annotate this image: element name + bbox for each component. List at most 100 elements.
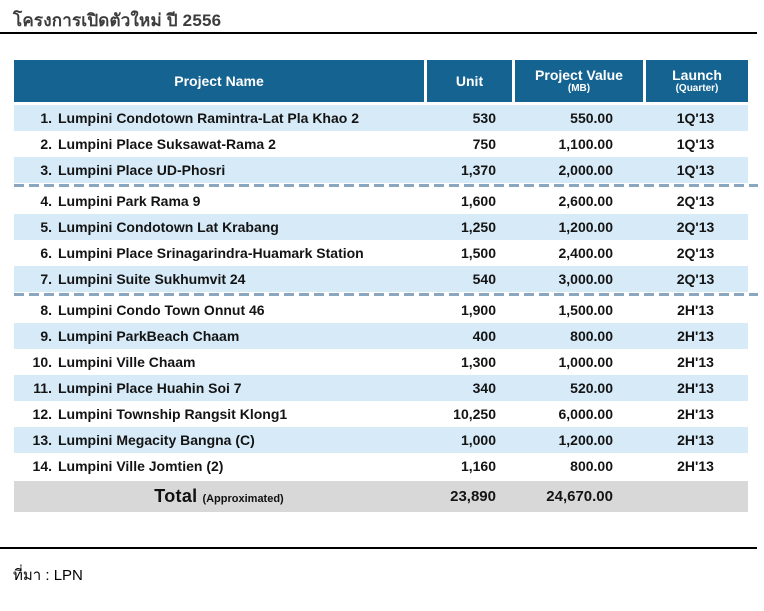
launch-cell: 1Q'13 xyxy=(676,110,715,126)
table-row: 7. Lumpini Suite Sukhumvit 24 540 3,000.00 2… xyxy=(14,266,748,292)
col-header-project-value-unit: (MB) xyxy=(567,82,591,94)
project-name-cell: 9. Lumpini ParkBeach Chaam xyxy=(14,323,424,349)
project-name: Lumpini Place Srinagarindra-Huamark Stat… xyxy=(58,245,364,261)
col-header-launch-unit: (Quarter) xyxy=(675,82,719,94)
col-header-unit: Unit xyxy=(424,60,512,102)
project-name-cell: 2. Lumpini Place Suksawat-Rama 2 xyxy=(14,131,424,157)
total-unit-cell: 23,890 xyxy=(450,488,496,505)
row-number: 4. xyxy=(40,193,52,209)
col-header-project-value-label: Project Value xyxy=(535,66,623,83)
unit-cell: 540 xyxy=(472,271,496,287)
project-value-cell: 1,100.00 xyxy=(558,136,614,152)
page-title: โครงการเปิดตัวใหม่ ปี 2556 xyxy=(13,11,222,30)
total-launch-cell xyxy=(643,481,748,512)
unit-cell: 1,600 xyxy=(460,193,496,209)
table-row: 4. Lumpini Park Rama 9 1,600 2,600.00 2Q'13 xyxy=(14,188,748,214)
table-row: 8. Lumpini Condo Town Onnut 46 1,900 1,500.… xyxy=(14,297,748,323)
row-number: 11. xyxy=(33,380,52,396)
project-name-cell: 12. Lumpini Township Rangsit Klong1 xyxy=(14,401,424,427)
project-name: Lumpini Township Rangsit Klong1 xyxy=(58,406,288,422)
unit-cell: 750 xyxy=(472,136,496,152)
project-value-cell: 6,000.00 xyxy=(558,406,614,422)
project-value-cell: 2,400.00 xyxy=(558,245,614,261)
project-name: Lumpini Park Rama 9 xyxy=(58,193,201,209)
title-divider xyxy=(0,32,757,34)
table-row: 14. Lumpini Ville Jomtien (2) 1,160 800.00 2… xyxy=(14,453,748,479)
launch-cell: 2H'13 xyxy=(677,406,714,422)
project-value-cell: 800.00 xyxy=(570,328,613,344)
project-name-cell: 4. Lumpini Park Rama 9 xyxy=(14,188,424,214)
table-header-row: Project Name Unit Project Value (MB) Lau… xyxy=(14,60,748,102)
project-name: Lumpini Megacity Bangna (C) xyxy=(58,432,255,448)
project-name-cell: 13. Lumpini Megacity Bangna (C) xyxy=(14,427,424,453)
project-value-cell: 3,000.00 xyxy=(558,271,614,287)
table-row: 5. Lumpini Condotown Lat Krabang 1,250 1,20… xyxy=(14,214,748,240)
source-note: ที่มา : LPN xyxy=(13,567,83,584)
project-value-cell: 550.00 xyxy=(570,110,613,126)
project-name-cell: 7. Lumpini Suite Sukhumvit 24 xyxy=(14,266,424,292)
col-header-unit-label: Unit xyxy=(455,72,484,89)
row-number: 5. xyxy=(40,219,52,235)
project-value-cell: 520.00 xyxy=(570,380,613,396)
table-body: 1. Lumpini Condotown Ramintra-Lat Pla Kha… xyxy=(14,105,758,479)
project-name: Lumpini Condotown Ramintra-Lat Pla Khao … xyxy=(58,110,359,126)
project-name-cell: 6. Lumpini Place Srinagarindra-Huamark St… xyxy=(14,240,424,266)
row-number: 2. xyxy=(40,136,52,152)
unit-cell: 1,500 xyxy=(460,245,496,261)
row-number: 13. xyxy=(32,432,52,448)
launch-cell: 2Q'13 xyxy=(676,219,715,235)
project-value-cell: 1,500.00 xyxy=(558,302,614,318)
total-label-cell: Total (Approximated) xyxy=(14,481,424,512)
row-number: 7. xyxy=(40,271,52,287)
launch-cell: 1Q'13 xyxy=(676,162,715,178)
project-name-cell: 3. Lumpini Place UD-Phosri xyxy=(14,157,424,183)
table-row: 12. Lumpini Township Rangsit Klong1 10,250… xyxy=(14,401,748,427)
project-name: Lumpini Place Huahin Soi 7 xyxy=(58,380,242,396)
unit-cell: 1,370 xyxy=(460,162,496,178)
project-value-cell: 2,600.00 xyxy=(558,193,614,209)
project-name: Lumpini Place UD-Phosri xyxy=(58,162,226,178)
project-name-cell: 1. Lumpini Condotown Ramintra-Lat Pla Kha… xyxy=(14,105,424,131)
launch-cell: 2H'13 xyxy=(677,328,714,344)
col-header-launch: Launch (Quarter) xyxy=(643,60,748,102)
col-header-launch-label: Launch xyxy=(672,66,722,83)
project-name: Lumpini ParkBeach Chaam xyxy=(58,328,240,344)
quarter-group-divider xyxy=(14,184,758,187)
project-value-cell: 1,200.00 xyxy=(558,432,614,448)
table-row: 3. Lumpini Place UD-Phosri 1,370 2,000.00 1Q… xyxy=(14,157,748,183)
launch-cell: 2Q'13 xyxy=(676,193,715,209)
launch-cell: 2H'13 xyxy=(677,302,714,318)
unit-cell: 1,250 xyxy=(460,219,496,235)
row-number: 9. xyxy=(40,328,52,344)
table-row: 11. Lumpini Place Huahin Soi 7 340 520.00 2H… xyxy=(14,375,748,401)
total-label: Total xyxy=(154,486,198,506)
unit-cell: 1,000 xyxy=(460,432,496,448)
project-name-cell: 8. Lumpini Condo Town Onnut 46 xyxy=(14,297,424,323)
launch-cell: 2H'13 xyxy=(677,432,714,448)
col-header-project-value: Project Value (MB) xyxy=(512,60,643,102)
unit-cell: 1,160 xyxy=(460,458,496,474)
total-row: Total (Approximated) 23,890 24,670.00 xyxy=(14,481,748,512)
quarter-group-divider xyxy=(14,293,758,296)
row-number: 10. xyxy=(32,354,52,370)
project-name-cell: 14. Lumpini Ville Jomtien (2) xyxy=(14,453,424,479)
table-row: 10. Lumpini Ville Chaam 1,300 1,000.00 2H'13 xyxy=(14,349,748,375)
project-name: Lumpini Ville Chaam xyxy=(58,354,196,370)
project-value-cell: 1,000.00 xyxy=(558,354,614,370)
new-projects-table: Project Name Unit Project Value (MB) Lau… xyxy=(14,60,758,512)
project-name: Lumpini Suite Sukhumvit 24 xyxy=(58,271,246,287)
project-value-cell: 800.00 xyxy=(570,458,613,474)
project-name: Lumpini Condo Town Onnut 46 xyxy=(58,302,265,318)
table-row: 13. Lumpini Megacity Bangna (C) 1,000 1,200… xyxy=(14,427,748,453)
table-row: 9. Lumpini ParkBeach Chaam 400 800.00 2H'13 xyxy=(14,323,748,349)
project-name-cell: 5. Lumpini Condotown Lat Krabang xyxy=(14,214,424,240)
project-value-cell: 1,200.00 xyxy=(558,219,614,235)
unit-cell: 1,900 xyxy=(460,302,496,318)
row-number: 14. xyxy=(32,458,52,474)
project-name: Lumpini Ville Jomtien (2) xyxy=(58,458,224,474)
launch-cell: 2Q'13 xyxy=(676,271,715,287)
project-name: Lumpini Place Suksawat-Rama 2 xyxy=(58,136,276,152)
launch-cell: 1Q'13 xyxy=(676,136,715,152)
col-header-project-name: Project Name xyxy=(14,60,424,102)
